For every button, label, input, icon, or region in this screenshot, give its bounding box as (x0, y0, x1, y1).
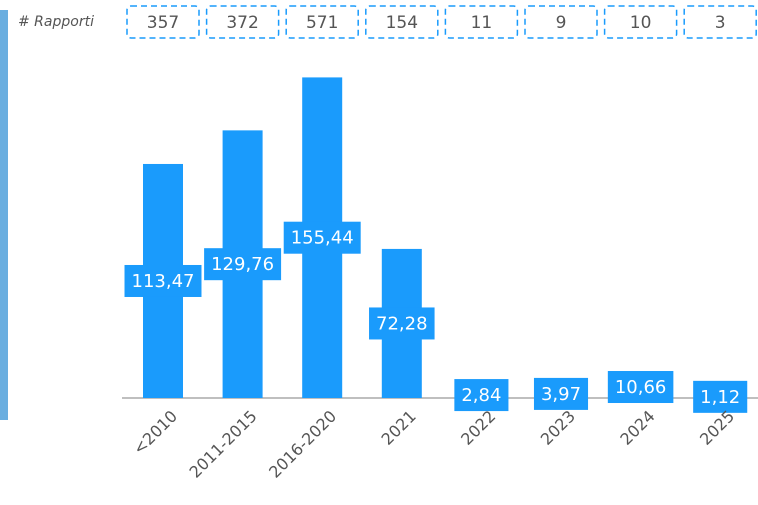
count-label: # Rapporti (18, 14, 94, 30)
count: 372 (226, 13, 258, 33)
value-label: 2,84 (461, 385, 501, 406)
x-tick-label: 2025 (696, 407, 738, 449)
x-tick-label: 2011-2015 (186, 407, 261, 482)
count-box (285, 5, 359, 39)
x-tick-label: 2023 (537, 407, 579, 449)
count-box (683, 5, 757, 39)
count-box (126, 5, 200, 39)
count-box (444, 5, 519, 39)
count-box (205, 5, 280, 39)
value-label: 10,66 (615, 377, 667, 398)
value-label-box (533, 377, 589, 410)
value-label: 1,12 (700, 387, 740, 408)
value-label-box (124, 264, 202, 297)
x-tick-label: 2022 (457, 407, 499, 449)
count-box (524, 5, 598, 39)
x-tick-label: 2016-2020 (265, 407, 340, 482)
side-strip (0, 10, 8, 420)
x-tick-label: <2010 (129, 407, 181, 459)
value-label-box (369, 307, 435, 340)
count-box (603, 5, 678, 39)
value-label-box (454, 379, 509, 412)
count-box (365, 5, 439, 39)
value-label: 3,97 (541, 384, 581, 405)
value-label: 155,44 (291, 228, 354, 249)
value-label-box (283, 221, 361, 254)
x-tick-label: 2024 (616, 407, 658, 449)
value-label: 129,76 (211, 254, 274, 275)
x-tick-label: 2021 (378, 407, 420, 449)
count: 357 (147, 13, 179, 33)
value-label: 72,28 (376, 313, 428, 334)
count: 571 (306, 13, 338, 33)
value-label-box (693, 380, 748, 413)
value-label-box (204, 248, 282, 281)
count: 9 (556, 13, 567, 33)
count: 3 (715, 13, 726, 33)
count: 11 (471, 13, 493, 33)
value-label-box (607, 371, 674, 404)
value-label: 113,47 (132, 271, 195, 292)
count: 10 (630, 13, 652, 33)
count: 154 (386, 13, 418, 33)
